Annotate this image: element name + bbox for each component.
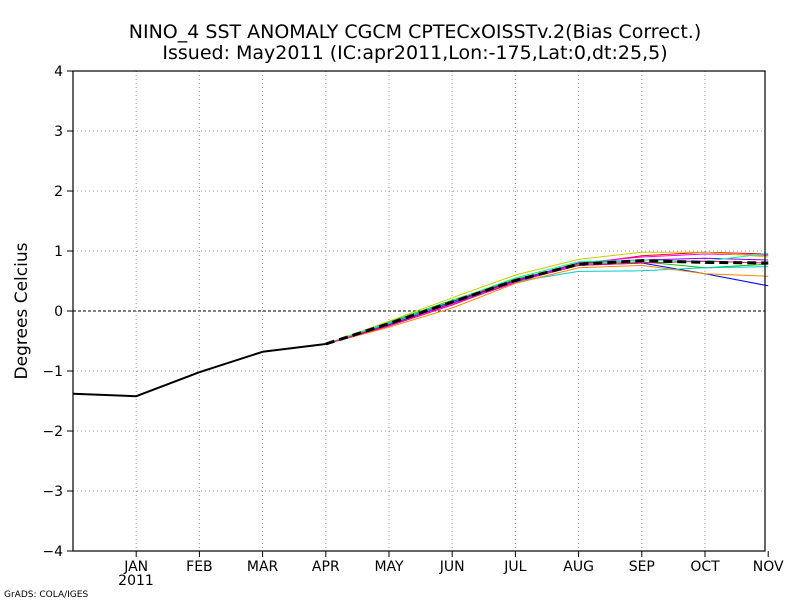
y-tick-label: 4 <box>54 64 63 80</box>
x-tick-label: JUL <box>503 559 526 575</box>
x-tick-label: AUG <box>563 559 594 575</box>
grads-credit: GrADS: COLA/IGES <box>4 590 88 600</box>
y-axis-ticks: 4 3 2 1 0 −1 −2 −3 −4 <box>42 64 73 560</box>
y-tick-label: 3 <box>54 124 63 140</box>
ensemble-member-line <box>325 251 769 345</box>
x-tick-label: JUN <box>439 559 465 575</box>
x-tick-label: OCT <box>690 559 720 575</box>
y-axis-label: Degrees Celcius <box>12 242 32 379</box>
y-tick-label: −2 <box>42 424 63 440</box>
ensemble-mean-line <box>325 259 769 346</box>
grid-lines <box>73 71 765 551</box>
ensemble-member-line <box>325 264 769 345</box>
y-tick-label: −1 <box>42 364 63 380</box>
x-tick-label: JAN <box>123 559 148 575</box>
y-tick-label: 2 <box>54 184 63 200</box>
plot-frame <box>72 70 766 552</box>
x-tick-label: SEP <box>629 559 655 575</box>
y-tick-label: 0 <box>54 304 63 320</box>
x-tick-year-label: 2011 <box>118 573 154 589</box>
x-tick-label: NOV <box>753 559 784 575</box>
observed-line <box>72 343 326 398</box>
plot-series <box>72 251 769 398</box>
y-tick-label: −4 <box>42 544 63 560</box>
y-tick-label: 1 <box>54 244 63 260</box>
y-tick-label: −3 <box>42 484 63 500</box>
ensemble-member-line <box>325 266 769 345</box>
ensemble-member-line <box>325 261 769 345</box>
ensemble-member-line <box>325 251 769 345</box>
x-tick-label: MAY <box>374 559 404 575</box>
x-tick-label: FEB <box>186 559 213 575</box>
x-tick-label: MAR <box>247 559 279 575</box>
chart-title: NINO_4 SST ANOMALY CGCM CPTECxOISSTv.2(B… <box>129 21 701 43</box>
chart-subtitle: Issued: May2011 (IC:apr2011,Lon:-175,Lat… <box>162 42 667 64</box>
x-axis-ticks: JAN FEB MAR APR MAY JUN JUL AUG SEP OCT NOV <box>123 551 784 575</box>
x-tick-label: APR <box>312 559 340 575</box>
